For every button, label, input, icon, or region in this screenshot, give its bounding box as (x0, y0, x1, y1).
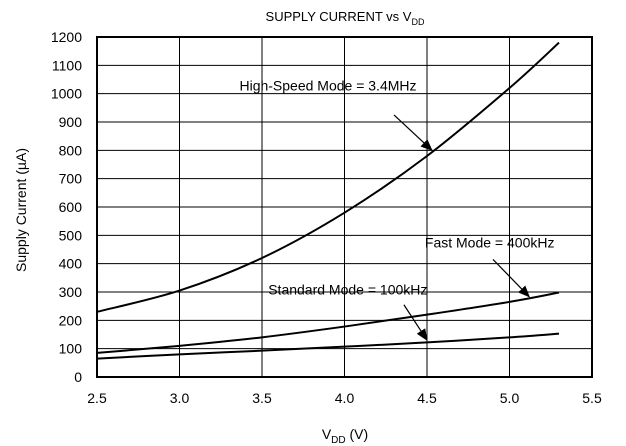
y-tick-labels: 0 100 200 300 400 500 600 700 800 900 1000 1100 1200 (51, 29, 82, 385)
y-tick-label: 0 (74, 369, 82, 385)
x-tick-label: 3.0 (170, 390, 190, 406)
x-tick-label: 3.5 (252, 390, 272, 406)
series-label-1: Fast Mode = 400kHz (425, 235, 555, 251)
series-lines (96, 41, 560, 360)
series-arrow-0 (393, 114, 433, 152)
y-tick-label: 800 (59, 142, 83, 158)
series-line-0 (96, 41, 560, 313)
series-label-0: High-Speed Mode = 3.4MHz (239, 77, 416, 93)
plot-frame (96, 36, 593, 378)
y-axis-label: Supply Current (µA) (13, 148, 29, 272)
series-line-1 (96, 291, 560, 354)
x-tick-label: 5.0 (500, 390, 520, 406)
y-tick-label: 200 (59, 312, 83, 328)
y-tick-label: 1200 (51, 29, 82, 45)
y-tick-label: 1100 (52, 57, 82, 73)
y-tick-label: 100 (59, 341, 83, 357)
y-tick-label: 300 (59, 284, 83, 300)
x-axis-label: VDD (V) (322, 426, 368, 446)
y-tick-label: 700 (59, 171, 83, 187)
grid-lines (97, 37, 592, 377)
y-tick-label: 600 (59, 199, 83, 215)
series-line-2 (96, 332, 560, 360)
x-tick-labels: 2.5 3.0 3.5 4.0 4.5 5.0 5.5 (87, 390, 602, 406)
series-label-2: Standard Mode = 100kHz (268, 281, 427, 297)
y-tick-label: 1000 (51, 86, 82, 102)
x-tick-label: 4.0 (335, 390, 355, 406)
y-tick-label: 400 (59, 256, 83, 272)
x-tick-label: 2.5 (87, 390, 107, 406)
y-tick-label: 500 (59, 227, 83, 243)
y-tick-label: 900 (59, 114, 83, 130)
series-arrow-1 (492, 258, 530, 298)
x-tick-label: 4.5 (417, 390, 437, 406)
x-tick-label: 5.5 (582, 390, 602, 406)
series-arrow-2 (403, 304, 428, 342)
annotations: High-Speed Mode = 3.4MHz Fast Mode = 400k… (239, 77, 555, 342)
chart-title: SUPPLY CURRENT vs VDD (266, 9, 425, 27)
